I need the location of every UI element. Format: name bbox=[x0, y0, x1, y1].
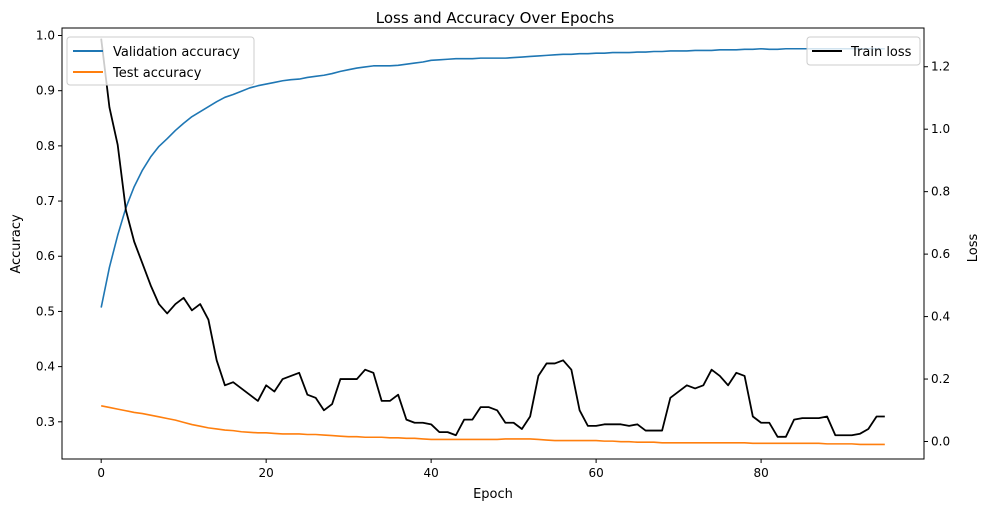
y-tick-label: 0.3 bbox=[36, 415, 55, 429]
series-line-train-loss bbox=[100, 38, 885, 438]
plot-frame bbox=[61, 27, 925, 460]
y2-tick-label: 0.8 bbox=[931, 185, 950, 199]
y-tick-label: 0.8 bbox=[36, 139, 55, 153]
x-tick-label: 80 bbox=[753, 466, 768, 480]
y2-tick-label: 0.2 bbox=[931, 372, 950, 386]
y-tick-label: 0.4 bbox=[36, 360, 55, 374]
y-tick-label: 0.7 bbox=[36, 194, 55, 208]
chart-title: Loss and Accuracy Over Epochs bbox=[376, 9, 615, 27]
x-tick-label: 0 bbox=[97, 466, 105, 480]
x-tick-label: 40 bbox=[423, 466, 438, 480]
series-line-validation-accuracy bbox=[100, 47, 885, 308]
x-tick-label: 60 bbox=[588, 466, 603, 480]
y-axis-right: 0.0 0.2 0.4 0.6 0.8 1.0 1.2 bbox=[924, 60, 950, 449]
y2-tick-label: 1.0 bbox=[931, 122, 950, 136]
y-tick-label: 1.0 bbox=[36, 29, 55, 43]
y2-tick-label: 0.0 bbox=[931, 435, 950, 449]
legend-right-box bbox=[806, 36, 921, 66]
x-tick-label: 20 bbox=[259, 466, 274, 480]
y-tick-label: 0.5 bbox=[36, 304, 55, 318]
y2-axis-label: Loss bbox=[966, 234, 981, 263]
y-tick-label: 0.6 bbox=[36, 249, 55, 263]
y2-tick-label: 0.4 bbox=[931, 310, 950, 324]
y-axis-left: 0.3 0.4 0.5 0.6 0.7 0.8 0.9 1.0 bbox=[36, 29, 62, 429]
legend-left: Validation accuracy Test accuracy bbox=[66, 36, 255, 86]
legend-label-validation-accuracy: Validation accuracy bbox=[113, 45, 240, 60]
y-axis-label: Accuracy bbox=[9, 214, 24, 274]
x-axis-label: Epoch bbox=[473, 487, 513, 502]
plot-area bbox=[100, 38, 885, 446]
legend-label-train-loss: Train loss bbox=[850, 45, 912, 60]
y2-tick-label: 1.2 bbox=[931, 60, 950, 74]
y2-tick-label: 0.6 bbox=[931, 247, 950, 261]
legend-right: Train loss bbox=[806, 36, 921, 66]
legend-left-box bbox=[66, 36, 255, 86]
series-line-test-accuracy bbox=[101, 405, 885, 446]
x-axis: 0 20 40 60 80 bbox=[97, 459, 769, 480]
y-tick-label: 0.9 bbox=[36, 84, 55, 98]
legend-label-test-accuracy: Test accuracy bbox=[112, 66, 202, 81]
